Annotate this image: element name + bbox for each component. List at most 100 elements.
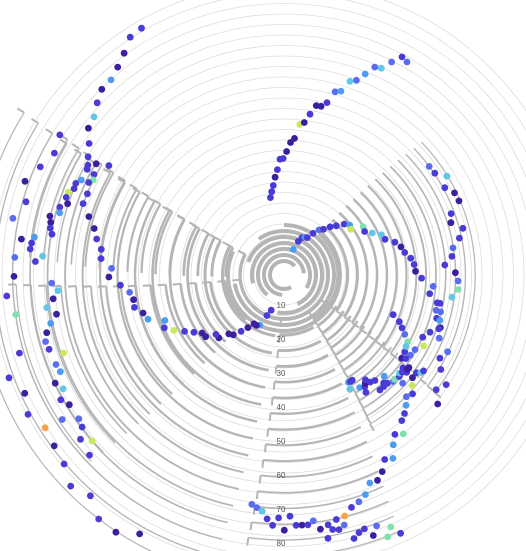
leaf-point (309, 517, 317, 525)
leaf-point (398, 417, 406, 424)
leaf-point (93, 99, 101, 107)
leaf-point (126, 33, 134, 41)
leaf-point (36, 163, 44, 171)
branch-connector (172, 282, 181, 286)
branch-connector (426, 385, 435, 392)
branch-arc (0, 122, 202, 551)
branch-connector (157, 283, 166, 287)
branch-arc (251, 500, 389, 525)
leaf-point (64, 200, 71, 208)
leaf-point (87, 492, 94, 500)
leaf-point (331, 88, 339, 96)
leaf-point (420, 342, 428, 350)
branch-arc (352, 198, 389, 336)
leaf-point (355, 498, 363, 506)
branch-arc (248, 515, 394, 541)
leaf-point (10, 273, 18, 280)
leaf-point (389, 311, 397, 319)
branch-arc (182, 225, 198, 276)
leaf-point (436, 299, 444, 307)
leaf-point (326, 223, 334, 231)
branch-arc (274, 368, 336, 384)
leaf-point (181, 328, 189, 335)
leaf-point (350, 535, 358, 542)
leaf-point (26, 245, 34, 253)
leaf-point (263, 312, 271, 319)
leaf-point (403, 58, 411, 66)
branch-connector (312, 318, 319, 326)
grid-ring (96, 87, 472, 463)
branch-arc (330, 320, 359, 350)
branch-arc (209, 281, 237, 333)
leaf-point (95, 515, 103, 523)
branch-arc (42, 147, 80, 260)
branch-arc (29, 143, 228, 524)
leaf-point (395, 318, 403, 326)
leaf-point (258, 507, 266, 515)
branch-connector (16, 107, 25, 114)
leaf-point (50, 442, 58, 450)
branch-connector (358, 400, 364, 409)
branch-arc (345, 204, 379, 330)
leaf-point (97, 245, 105, 253)
branch-connector (142, 284, 151, 287)
grid-ring (54, 45, 514, 505)
branch-connector (117, 175, 126, 182)
leaf-point (304, 521, 312, 529)
branch-connector (202, 281, 211, 284)
leaf-point (53, 310, 60, 318)
leaf-point (378, 468, 386, 475)
leaf-point (347, 225, 355, 233)
leaf-point (32, 258, 39, 265)
branch-arc (30, 284, 104, 453)
branch-connector (164, 206, 173, 213)
leaf-point (409, 374, 416, 382)
leaf-point (77, 435, 84, 443)
branch-arc (238, 253, 247, 277)
leaf-point (46, 224, 54, 232)
branch-connector (266, 428, 270, 437)
leaf-point (410, 261, 418, 268)
branch-connector (213, 235, 222, 242)
leaf-point (84, 190, 91, 198)
leaf-point (93, 235, 101, 243)
branch-connector (217, 279, 226, 283)
branch-connector (45, 128, 54, 135)
branch-connector (258, 475, 262, 484)
leaf-point (317, 102, 325, 110)
leaf-point (456, 234, 463, 242)
branch-arc (116, 191, 254, 440)
leaf-point (85, 179, 93, 186)
leaf-point (388, 58, 395, 66)
leaf-point (306, 110, 314, 118)
leaf-point (250, 320, 258, 328)
branch-connector (277, 334, 281, 343)
branch-arc (105, 286, 162, 405)
leaf-point (60, 460, 68, 468)
leaf-point (269, 521, 276, 529)
grid-ring (75, 66, 493, 484)
branch-arc (272, 382, 343, 400)
branch-connector (325, 340, 332, 348)
branch-arc (268, 259, 297, 291)
leaf-point (366, 479, 374, 487)
branch-connector (255, 490, 259, 500)
leaf-point (225, 330, 233, 338)
branch-arc (210, 239, 222, 277)
branch-connector (369, 423, 375, 432)
leaf-point (443, 172, 451, 180)
branch-arc (325, 315, 352, 342)
leaf-point (198, 329, 206, 337)
branch-arc (331, 218, 359, 318)
radial-tick-label: 80 (277, 539, 286, 548)
branch-arc (119, 285, 173, 395)
leaf-point (459, 224, 467, 232)
leaf-point (387, 523, 395, 531)
leaf-point (56, 203, 64, 211)
branch-connector (268, 412, 272, 422)
leaf-point (92, 160, 100, 168)
leaf-point (244, 324, 252, 331)
branch-arc (81, 172, 244, 474)
leaf-point (112, 528, 120, 536)
leaf-point (361, 70, 369, 78)
